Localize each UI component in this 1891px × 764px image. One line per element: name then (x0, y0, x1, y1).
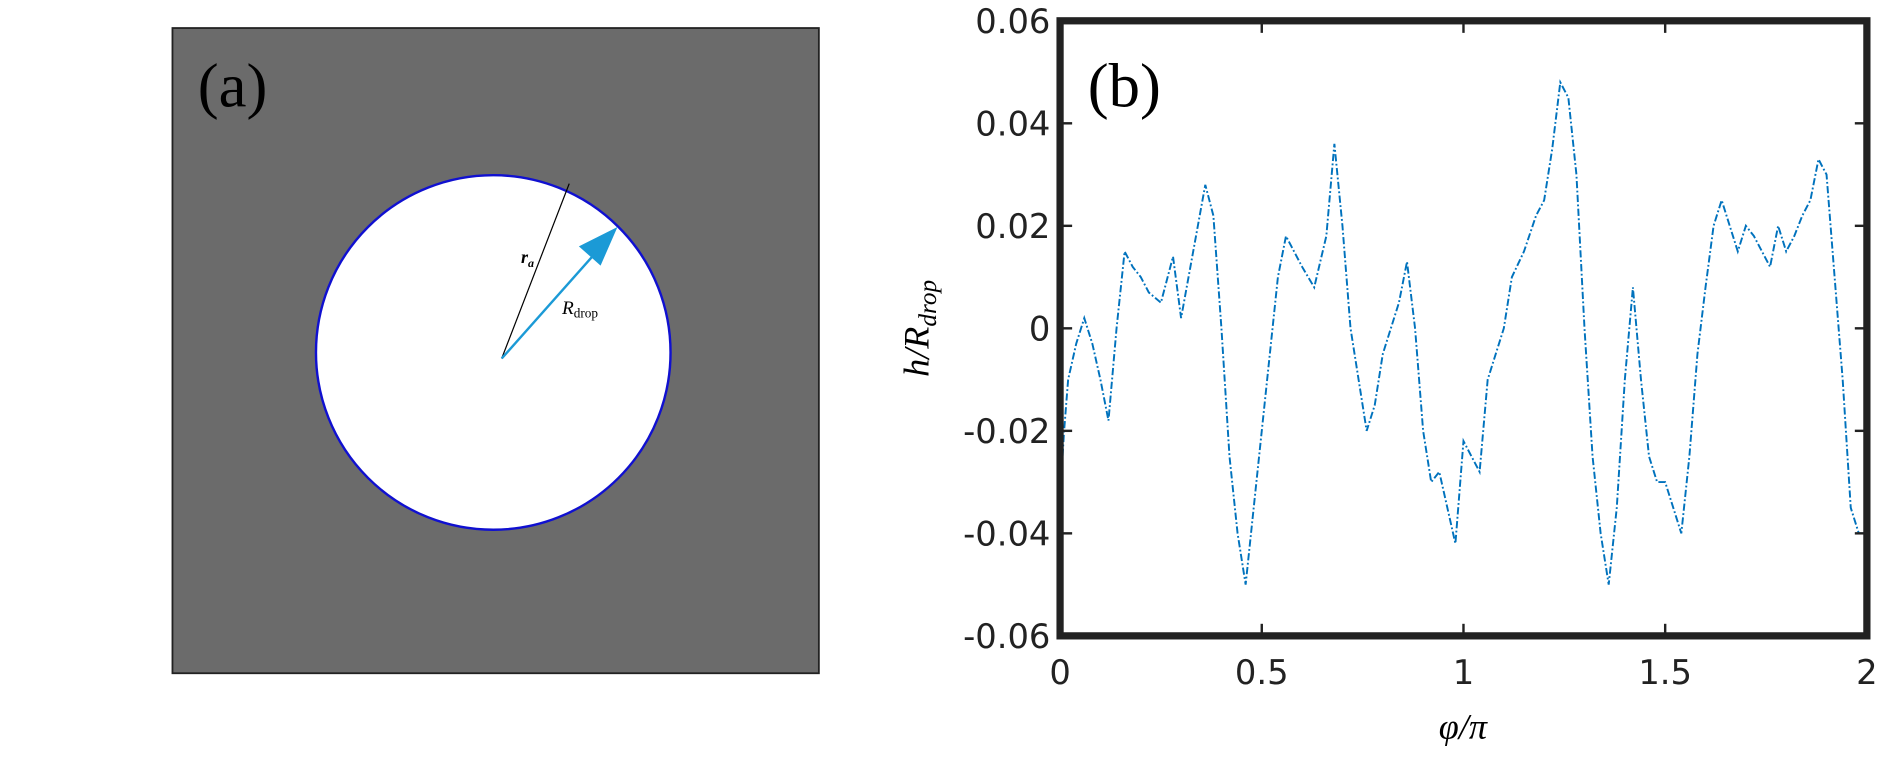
plot: -0.06 -0.04 -0.02 0 0.02 0.04 0.06 0 0.5 1 1.5 2 (963, 2, 1878, 692)
y-tick-label: 0.04 (975, 104, 1050, 143)
y-tick-label: -0.04 (963, 514, 1050, 553)
R-sub: drop (574, 305, 599, 320)
y-tick-label: -0.06 (963, 617, 1050, 656)
x-tick-label: 0.5 (1235, 653, 1289, 692)
radius-arrow (500, 249, 600, 360)
x-tick-label: 0 (1049, 653, 1070, 692)
y-tick-label: 0.06 (975, 2, 1050, 41)
r-sub: a (528, 256, 534, 270)
y-label-main: h/R (897, 327, 937, 377)
R-annotation: Rdrop (561, 298, 598, 321)
r-annotation: ra (521, 247, 534, 270)
y-label-sub: drop (914, 280, 942, 327)
y-tick-label: 0 (1029, 309, 1050, 348)
axes-frame (1056, 17, 1871, 640)
radius-line (501, 183, 570, 359)
x-tick-label: 2 (1856, 653, 1877, 692)
r-main: r (521, 247, 529, 267)
x-tick-label: 1 (1453, 653, 1474, 692)
panel-label: (a) (198, 50, 268, 120)
data-line (1059, 79, 1867, 585)
panel-label: (b) (1088, 50, 1161, 120)
R-main: R (561, 298, 574, 319)
y-axis-label: h/Rdrop (897, 280, 942, 377)
y-tick-label: 0.02 (975, 207, 1050, 246)
arrow-head (578, 227, 618, 266)
y-tick-label: -0.02 (963, 412, 1050, 451)
x-tick-label: 1.5 (1638, 653, 1692, 692)
x-axis-label: φ/π (1439, 706, 1488, 746)
fitted-circle (314, 173, 672, 531)
